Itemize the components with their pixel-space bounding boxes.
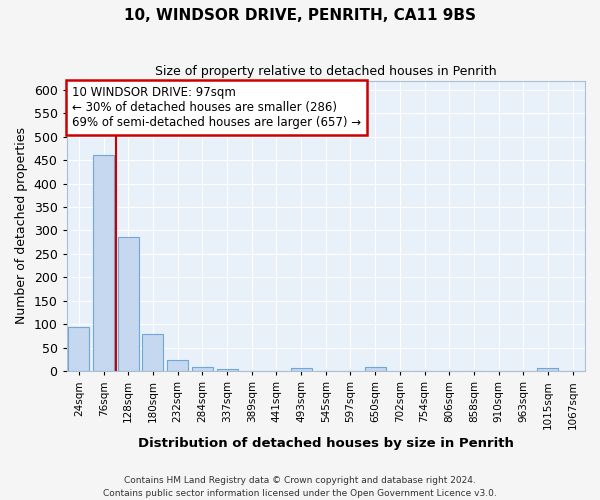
Bar: [365, 368, 386, 371]
Bar: [142, 334, 163, 371]
X-axis label: Distribution of detached houses by size in Penrith: Distribution of detached houses by size …: [138, 437, 514, 450]
Bar: [217, 368, 238, 371]
Bar: [93, 154, 114, 371]
Text: 10 WINDSOR DRIVE: 97sqm
← 30% of detached houses are smaller (286)
69% of semi-d: 10 WINDSOR DRIVE: 97sqm ← 30% of detache…: [72, 86, 361, 130]
Bar: [167, 360, 188, 371]
Bar: [118, 237, 139, 371]
Text: 10, WINDSOR DRIVE, PENRITH, CA11 9BS: 10, WINDSOR DRIVE, PENRITH, CA11 9BS: [124, 8, 476, 22]
Bar: [68, 328, 89, 371]
Y-axis label: Number of detached properties: Number of detached properties: [15, 128, 28, 324]
Bar: [290, 368, 311, 371]
Text: Contains HM Land Registry data © Crown copyright and database right 2024.
Contai: Contains HM Land Registry data © Crown c…: [103, 476, 497, 498]
Title: Size of property relative to detached houses in Penrith: Size of property relative to detached ho…: [155, 65, 497, 78]
Bar: [538, 368, 559, 371]
Bar: [192, 368, 213, 371]
